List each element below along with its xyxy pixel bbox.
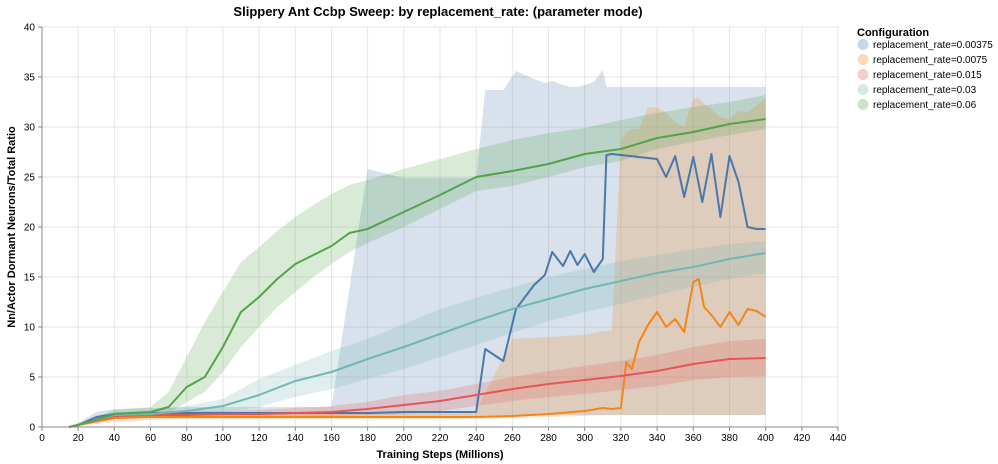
x-tick-label: 440 [830,433,847,444]
x-tick-label: 380 [721,433,738,444]
y-tick-label: 5 [29,373,35,384]
legend-swatch [857,39,869,50]
x-tick-label: 180 [359,433,376,444]
x-tick-label: 240 [468,433,485,444]
y-tick-label: 20 [24,223,36,234]
y-axis-title: Nn/Actor Dormant Neurons/Total Ratio [6,126,18,328]
grid [41,26,839,428]
y-tick-label: 35 [24,73,36,84]
line-series-1 [68,278,767,428]
y-tick-label: 30 [24,123,36,134]
band-series-4 [69,95,766,427]
y-tick-label: 15 [24,273,36,284]
axes: 0 20 40 60 80 100 120 140 160 180 200 220 240 260 280 3… [24,23,847,445]
x-tick-label: 400 [757,433,774,444]
x-tick-label: 20 [73,433,85,444]
chart-title: Slippery Ant Ccbp Sweep: by replacement_… [233,4,642,19]
y-tick-label: 25 [24,173,36,184]
y-tick-label: 40 [24,23,36,34]
x-tick-label: 100 [215,433,232,444]
x-tick-label: 0 [39,433,45,444]
legend-label: replacement_rate=0.015 [873,70,982,81]
x-tick-label: 300 [576,433,593,444]
y-tick-label: 10 [24,323,36,334]
line-series-3 [68,252,766,428]
x-tick-label: 60 [145,433,157,444]
x-tick-label: 200 [395,433,412,444]
legend-label: replacement_rate=0.03 [873,85,977,96]
legend-swatch [857,54,869,65]
x-tick-label: 160 [323,433,340,444]
x-tick-label: 40 [109,433,121,444]
x-tick-label: 320 [613,433,630,444]
legend-swatch [857,99,869,110]
x-tick-label: 80 [181,433,193,444]
x-axis-title: Training Steps (Millions) [376,449,503,461]
x-tick-label: 220 [432,433,449,444]
x-tick-label: 360 [685,433,702,444]
x-tick-label: 140 [287,433,304,444]
x-tick-label: 420 [793,433,810,444]
x-tick-label: 120 [251,433,268,444]
x-tick-label: 260 [504,433,521,444]
series-lines [68,118,767,428]
band-series-1 [69,98,766,427]
x-tick-label: 340 [649,433,666,444]
band-series-0 [69,70,766,427]
legend: Configuration replacement_rate=0.00375re… [857,27,993,111]
legend-title: Configuration [857,27,929,39]
legend-label: replacement_rate=0.00375 [873,40,993,51]
legend-swatch [857,84,869,95]
line-series-4 [68,118,766,428]
y-tick-label: 0 [29,423,35,434]
legend-label: replacement_rate=0.06 [873,100,977,111]
legend-label: replacement_rate=0.0075 [873,55,988,66]
legend-swatch [857,69,869,80]
line-series-2 [68,357,766,428]
x-tick-label: 280 [540,433,557,444]
confidence-bands [69,70,766,427]
